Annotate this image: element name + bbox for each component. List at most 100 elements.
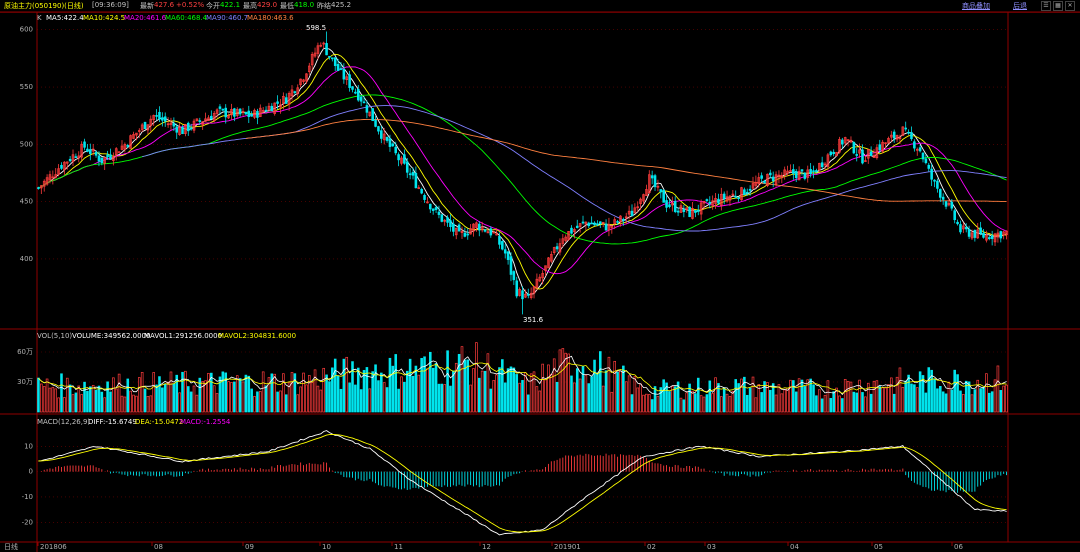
last-price-label: 最新 bbox=[140, 2, 154, 10]
volume-bar bbox=[797, 378, 801, 413]
candle-body bbox=[86, 148, 89, 152]
candle-body bbox=[789, 170, 792, 172]
volume-bar bbox=[244, 374, 248, 413]
candle-body bbox=[567, 231, 570, 240]
candle-body bbox=[492, 231, 495, 234]
candle-body bbox=[126, 145, 130, 147]
candle-body bbox=[290, 89, 294, 97]
volume-bar bbox=[460, 346, 464, 413]
candle-body bbox=[446, 217, 449, 223]
candle-body bbox=[633, 207, 637, 214]
candle-body bbox=[734, 195, 738, 198]
candle-body bbox=[114, 148, 118, 156]
volume-bar bbox=[858, 379, 861, 413]
volume-bar bbox=[728, 396, 732, 413]
volume-bar bbox=[993, 379, 997, 413]
price-legend-ma180: MA180:463.6 bbox=[247, 14, 294, 22]
window-list-icon[interactable]: ☰ bbox=[1041, 1, 1051, 11]
volume-bar bbox=[230, 382, 233, 413]
candle-body bbox=[106, 154, 109, 158]
candle-body bbox=[1002, 231, 1005, 236]
back-button[interactable]: 后退 bbox=[1013, 2, 1027, 10]
candle-body bbox=[489, 228, 493, 236]
volume-bar bbox=[181, 371, 184, 413]
candle-body bbox=[503, 249, 507, 254]
volume-bar bbox=[204, 380, 207, 413]
candle-body bbox=[544, 265, 547, 271]
candle-body bbox=[636, 206, 640, 209]
candle-body bbox=[570, 227, 573, 234]
instrument-name[interactable]: 原油主力(050190)(日线) bbox=[4, 2, 84, 10]
candle-body bbox=[63, 161, 66, 170]
volume-bar bbox=[336, 375, 340, 413]
period-label: 日线 bbox=[4, 542, 18, 551]
candle-body bbox=[921, 152, 925, 160]
open-value: 422.1 bbox=[220, 1, 241, 9]
volume-bar bbox=[259, 391, 262, 413]
volume-bar bbox=[861, 392, 864, 413]
volume-bar bbox=[400, 376, 403, 413]
macd-tick-label: 0 bbox=[29, 468, 33, 476]
candle-body bbox=[51, 176, 55, 179]
volume-bar bbox=[256, 391, 259, 413]
candle-body bbox=[143, 121, 147, 130]
volume-bar bbox=[789, 379, 792, 413]
volume-bar bbox=[668, 391, 671, 413]
volume-bar bbox=[469, 384, 472, 413]
candle-body bbox=[708, 201, 712, 204]
volume-bar bbox=[83, 381, 86, 413]
volume-bar bbox=[429, 351, 432, 413]
candle-body bbox=[394, 146, 398, 154]
candle-body bbox=[256, 110, 259, 118]
candle-body bbox=[970, 232, 974, 239]
candle-body bbox=[714, 198, 717, 204]
x-tick-label: 10 bbox=[322, 543, 331, 551]
add-product-button[interactable]: 商品叠加 bbox=[962, 2, 990, 10]
candle-body bbox=[414, 172, 418, 189]
candle-body bbox=[454, 227, 458, 236]
volume-bar bbox=[659, 387, 663, 413]
volume-bar bbox=[158, 376, 161, 413]
volume-bar bbox=[356, 367, 360, 413]
volume-bar bbox=[195, 394, 199, 413]
volume-bar bbox=[754, 397, 758, 413]
volume-bar bbox=[944, 393, 948, 413]
candle-body bbox=[751, 183, 755, 189]
volume-bar bbox=[391, 365, 395, 413]
candle-body bbox=[769, 172, 772, 176]
candle-body bbox=[443, 219, 446, 222]
volume-bar bbox=[647, 394, 651, 413]
volume-bar bbox=[106, 381, 109, 413]
window-close-icon[interactable]: ✕ bbox=[1065, 1, 1075, 11]
candle-body bbox=[515, 280, 519, 297]
candle-body bbox=[803, 172, 807, 179]
price-tick-label: 600 bbox=[20, 26, 33, 34]
price-tick-label: 450 bbox=[20, 198, 33, 206]
candle-body bbox=[820, 162, 824, 168]
volume-bar bbox=[829, 398, 833, 413]
candle-body bbox=[999, 231, 1003, 239]
candle-body bbox=[532, 286, 536, 294]
candle-body bbox=[279, 104, 282, 108]
candle-body bbox=[604, 223, 608, 231]
volume-bar bbox=[921, 375, 925, 413]
candle-body bbox=[163, 116, 167, 122]
candle-body bbox=[45, 177, 49, 185]
volume-bar bbox=[593, 359, 596, 413]
volume-bar bbox=[898, 367, 902, 413]
candle-body bbox=[241, 111, 245, 113]
candle-body bbox=[668, 204, 671, 207]
candle-body bbox=[452, 223, 455, 232]
volume-bar bbox=[354, 384, 357, 413]
x-tick-label: 08 bbox=[154, 543, 163, 551]
candle-body bbox=[694, 210, 697, 213]
volume-bar bbox=[599, 351, 602, 413]
volume-bar bbox=[123, 396, 127, 413]
volume-bar bbox=[512, 367, 516, 413]
candle-body bbox=[146, 124, 150, 131]
window-grid-icon[interactable]: ▦ bbox=[1053, 1, 1063, 11]
volume-bar bbox=[233, 381, 236, 413]
volume-bar bbox=[477, 377, 481, 413]
candle-body bbox=[596, 223, 599, 226]
candle-body bbox=[673, 201, 677, 212]
